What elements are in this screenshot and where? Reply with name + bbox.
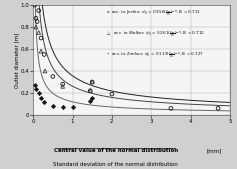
Point bbox=[88, 99, 92, 102]
Point bbox=[110, 93, 114, 95]
Point bbox=[33, 4, 37, 6]
Point bbox=[39, 97, 43, 100]
Point bbox=[43, 70, 47, 72]
Point bbox=[42, 100, 46, 103]
Point bbox=[88, 89, 92, 92]
Point bbox=[169, 107, 173, 110]
Point bbox=[90, 81, 94, 83]
Point bbox=[34, 87, 38, 90]
Point bbox=[37, 9, 41, 12]
Point bbox=[34, 17, 38, 20]
Text: $\triangle$  acc. to Walker: $d_0$ = 0.261($\frac{x_{50}}{\sigma_{\zeta}}$)$^{-n: $\triangle$ acc. to Walker: $d_0$ = 0.26… bbox=[106, 29, 205, 39]
Point bbox=[39, 50, 43, 53]
Point bbox=[51, 75, 55, 78]
Y-axis label: Outlet diameter [m]: Outlet diameter [m] bbox=[14, 32, 19, 88]
Point bbox=[216, 107, 220, 110]
Point bbox=[90, 81, 94, 83]
Point bbox=[37, 31, 41, 34]
Text: o  acc. to Jenike: $d_0$ = 0.356($\frac{x_{50}}{\sigma_{\zeta}}$)$^{-n}$, B = 0.: o acc. to Jenike: $d_0$ = 0.356($\frac{x… bbox=[106, 8, 201, 18]
Point bbox=[61, 106, 64, 108]
Point bbox=[37, 92, 41, 94]
Point bbox=[51, 105, 55, 107]
Point bbox=[61, 85, 64, 88]
Point bbox=[33, 84, 37, 87]
Point bbox=[42, 53, 46, 56]
Point bbox=[61, 83, 64, 86]
Point bbox=[71, 106, 74, 108]
Point bbox=[34, 26, 38, 28]
Text: Central value of the normal distribution: Central value of the normal distribution bbox=[54, 148, 178, 153]
Text: $\bullet$  acc. to Zenkov: $d_0$ = 0.119($\frac{x_{50}}{\sigma_{\zeta}}$)$^{-n}$: $\bullet$ acc. to Zenkov: $d_0$ = 0.119(… bbox=[106, 50, 204, 60]
Point bbox=[90, 97, 94, 100]
Text: [mm]: [mm] bbox=[206, 148, 222, 153]
Point bbox=[39, 37, 43, 39]
Point bbox=[88, 89, 92, 92]
Point bbox=[35, 20, 39, 23]
Text: Standard deviation of the normal distribution: Standard deviation of the normal distrib… bbox=[53, 162, 178, 167]
